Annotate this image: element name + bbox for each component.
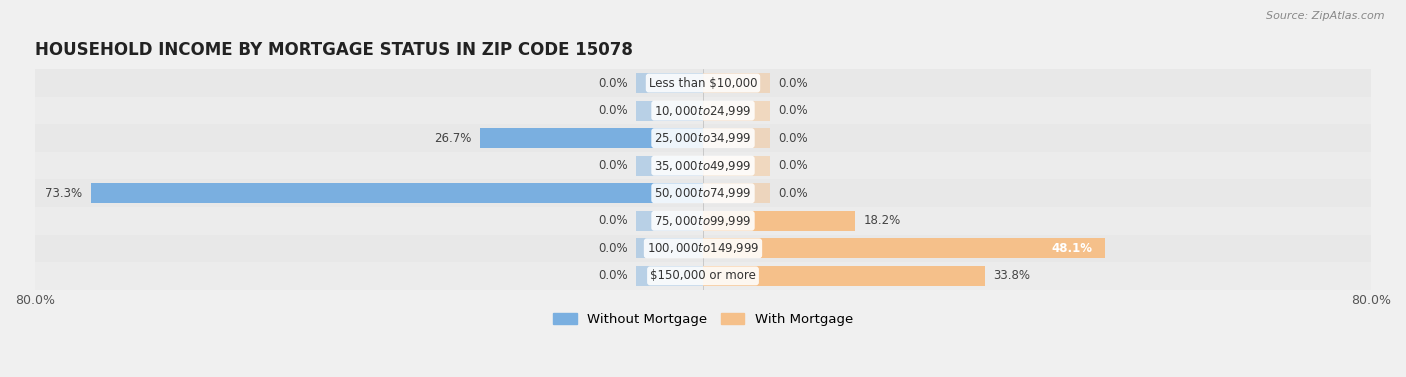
Text: 0.0%: 0.0%: [598, 104, 628, 117]
Text: $25,000 to $34,999: $25,000 to $34,999: [654, 131, 752, 145]
Text: 0.0%: 0.0%: [598, 159, 628, 172]
Bar: [35, 234, 1371, 262]
Text: 73.3%: 73.3%: [45, 187, 83, 200]
Bar: [703, 128, 770, 148]
Bar: [35, 152, 1371, 179]
Bar: [636, 156, 703, 176]
Text: Less than $10,000: Less than $10,000: [648, 77, 758, 90]
Bar: [91, 183, 703, 203]
Text: 0.0%: 0.0%: [778, 132, 808, 145]
Text: 0.0%: 0.0%: [778, 77, 808, 90]
Bar: [35, 262, 1371, 290]
Bar: [35, 97, 1371, 124]
Text: 18.2%: 18.2%: [863, 214, 901, 227]
Bar: [703, 156, 770, 176]
Bar: [35, 179, 1371, 207]
Text: 0.0%: 0.0%: [778, 187, 808, 200]
Text: $50,000 to $74,999: $50,000 to $74,999: [654, 186, 752, 200]
Text: 0.0%: 0.0%: [598, 242, 628, 255]
Bar: [703, 101, 770, 121]
Bar: [636, 266, 703, 286]
Text: Source: ZipAtlas.com: Source: ZipAtlas.com: [1267, 11, 1385, 21]
Legend: Without Mortgage, With Mortgage: Without Mortgage, With Mortgage: [547, 308, 859, 331]
Text: 0.0%: 0.0%: [778, 159, 808, 172]
Text: 48.1%: 48.1%: [1052, 242, 1092, 255]
Bar: [703, 183, 770, 203]
Text: HOUSEHOLD INCOME BY MORTGAGE STATUS IN ZIP CODE 15078: HOUSEHOLD INCOME BY MORTGAGE STATUS IN Z…: [35, 41, 633, 60]
Bar: [703, 238, 1105, 258]
Bar: [35, 207, 1371, 234]
Bar: [703, 73, 770, 93]
Text: $35,000 to $49,999: $35,000 to $49,999: [654, 159, 752, 173]
Bar: [35, 124, 1371, 152]
Bar: [636, 73, 703, 93]
Text: 26.7%: 26.7%: [434, 132, 471, 145]
Text: $150,000 or more: $150,000 or more: [650, 270, 756, 282]
Text: $10,000 to $24,999: $10,000 to $24,999: [654, 104, 752, 118]
Text: 33.8%: 33.8%: [994, 270, 1031, 282]
Bar: [35, 69, 1371, 97]
Text: 0.0%: 0.0%: [598, 77, 628, 90]
Text: $75,000 to $99,999: $75,000 to $99,999: [654, 214, 752, 228]
Text: 0.0%: 0.0%: [598, 270, 628, 282]
Bar: [703, 211, 855, 231]
Text: $100,000 to $149,999: $100,000 to $149,999: [647, 241, 759, 255]
Bar: [703, 266, 986, 286]
Bar: [636, 238, 703, 258]
Bar: [479, 128, 703, 148]
Text: 0.0%: 0.0%: [598, 214, 628, 227]
Bar: [636, 211, 703, 231]
Text: 0.0%: 0.0%: [778, 104, 808, 117]
Bar: [636, 101, 703, 121]
